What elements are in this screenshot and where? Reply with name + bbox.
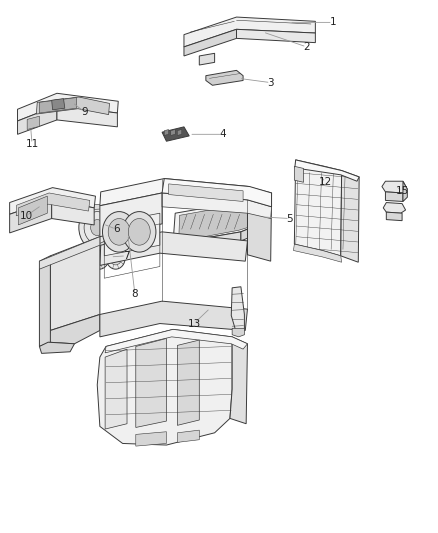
Polygon shape — [341, 171, 359, 262]
Polygon shape — [237, 29, 315, 43]
Polygon shape — [57, 106, 117, 127]
Polygon shape — [382, 181, 407, 193]
Polygon shape — [100, 179, 250, 206]
Polygon shape — [97, 329, 232, 445]
Polygon shape — [136, 432, 166, 446]
Polygon shape — [52, 99, 65, 110]
Circle shape — [108, 219, 130, 245]
Text: 3: 3 — [267, 78, 274, 87]
Polygon shape — [162, 127, 189, 141]
Polygon shape — [231, 287, 244, 330]
Polygon shape — [173, 232, 241, 252]
Circle shape — [128, 219, 150, 245]
Polygon shape — [136, 338, 166, 427]
Polygon shape — [10, 188, 95, 214]
Polygon shape — [230, 337, 247, 424]
Polygon shape — [173, 201, 263, 244]
Polygon shape — [100, 232, 247, 265]
Polygon shape — [52, 200, 94, 225]
Polygon shape — [206, 70, 243, 85]
Circle shape — [93, 250, 106, 265]
Polygon shape — [10, 200, 52, 233]
Text: 2: 2 — [303, 42, 310, 52]
Circle shape — [106, 246, 125, 269]
Text: 12: 12 — [319, 177, 332, 187]
Polygon shape — [39, 342, 74, 353]
Polygon shape — [16, 193, 90, 216]
Polygon shape — [386, 212, 402, 221]
Polygon shape — [93, 205, 102, 209]
Polygon shape — [385, 192, 403, 201]
Polygon shape — [50, 237, 100, 330]
Polygon shape — [247, 187, 272, 261]
Circle shape — [110, 250, 122, 265]
Polygon shape — [100, 193, 162, 237]
Polygon shape — [294, 166, 304, 182]
Polygon shape — [164, 130, 169, 135]
Polygon shape — [295, 160, 359, 181]
Polygon shape — [18, 106, 57, 134]
Text: 13: 13 — [187, 319, 201, 328]
Polygon shape — [179, 205, 258, 241]
Polygon shape — [105, 329, 247, 353]
Circle shape — [102, 212, 136, 252]
Polygon shape — [100, 301, 247, 337]
Polygon shape — [162, 179, 272, 207]
Circle shape — [79, 205, 116, 250]
Text: 15: 15 — [396, 186, 409, 196]
Polygon shape — [177, 430, 199, 442]
Polygon shape — [39, 98, 77, 113]
Text: 7: 7 — [123, 251, 130, 261]
Polygon shape — [27, 116, 39, 130]
Text: 5: 5 — [286, 214, 293, 223]
Polygon shape — [293, 244, 342, 262]
Polygon shape — [403, 181, 407, 201]
Text: 4: 4 — [219, 130, 226, 139]
Polygon shape — [169, 184, 243, 201]
Polygon shape — [184, 17, 315, 47]
Polygon shape — [104, 213, 160, 256]
Polygon shape — [171, 130, 175, 135]
Polygon shape — [241, 224, 261, 241]
Polygon shape — [199, 53, 215, 65]
Text: 1: 1 — [329, 18, 336, 27]
Polygon shape — [39, 256, 50, 346]
Circle shape — [91, 220, 104, 236]
Text: 9: 9 — [81, 107, 88, 117]
Text: 6: 6 — [113, 224, 120, 234]
Polygon shape — [18, 196, 47, 225]
Polygon shape — [184, 29, 237, 56]
Circle shape — [123, 212, 156, 252]
Polygon shape — [36, 97, 109, 115]
Polygon shape — [48, 314, 100, 344]
Polygon shape — [177, 340, 199, 425]
Polygon shape — [39, 237, 100, 269]
Circle shape — [90, 246, 109, 269]
Polygon shape — [162, 193, 272, 219]
Text: 8: 8 — [131, 289, 138, 299]
Text: 10: 10 — [20, 211, 33, 221]
Polygon shape — [232, 328, 244, 337]
Text: 11: 11 — [25, 139, 39, 149]
Polygon shape — [383, 203, 406, 213]
Polygon shape — [105, 349, 127, 429]
Polygon shape — [294, 160, 342, 256]
Polygon shape — [18, 93, 118, 121]
Polygon shape — [177, 130, 182, 135]
